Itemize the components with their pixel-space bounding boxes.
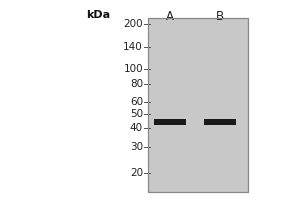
Bar xyxy=(204,119,236,125)
Bar xyxy=(148,18,248,192)
Text: 80: 80 xyxy=(130,79,143,89)
Text: B: B xyxy=(216,10,224,23)
Text: 40: 40 xyxy=(130,123,143,133)
Text: 140: 140 xyxy=(123,42,143,52)
Text: kDa: kDa xyxy=(86,10,110,20)
Text: 100: 100 xyxy=(123,64,143,74)
Bar xyxy=(148,18,248,192)
Text: A: A xyxy=(166,10,174,23)
Text: 60: 60 xyxy=(130,97,143,107)
Bar xyxy=(154,119,186,125)
Text: 30: 30 xyxy=(130,142,143,152)
Text: 200: 200 xyxy=(123,19,143,29)
Text: 50: 50 xyxy=(130,109,143,119)
Text: 20: 20 xyxy=(130,168,143,178)
